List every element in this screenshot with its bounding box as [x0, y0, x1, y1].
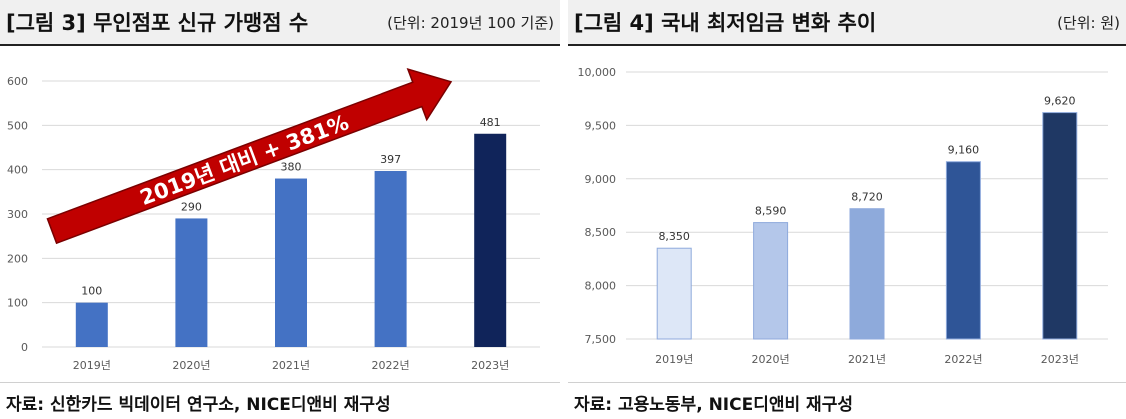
left-chart-value-label: 100 [81, 285, 102, 298]
left-chart-bar [275, 178, 307, 347]
left-chart-ytick-label: 300 [7, 208, 28, 221]
left-chart-category-label: 2023년 [471, 359, 509, 372]
right-chart-value-label: 9,160 [948, 144, 980, 157]
right-chart-ytick-label: 9,000 [585, 173, 617, 186]
right-figure: [그림 4] 국내 최저임금 변화 추이 (단위: 원) 7,500 8,000 8… [568, 0, 1126, 419]
right-chart-area: 7,500 8,000 8,500 9,000 9,500 10,000 8,350 2019… [568, 46, 1126, 380]
right-chart-bar [753, 222, 789, 340]
left-figure: [그림 3] 무인점포 신규 가맹점 수 (단위: 2019년 100 기준) … [0, 0, 560, 419]
left-figure-unit: (단위: 2019년 100 기준) [387, 14, 554, 32]
right-chart-category-label: 2019년 [655, 353, 693, 366]
right-chart-category-label: 2023년 [1041, 353, 1079, 366]
left-figure-source: 자료: 신한카드 빅데이터 연구소, NICE디앤비 재구성 [6, 395, 391, 415]
left-chart-value-label: 290 [181, 200, 202, 213]
left-bar-chart: 0 100 200 300 400 500 600 100 2019년 290 2020년 380 20… [7, 67, 540, 372]
right-chart-value-label: 8,590 [755, 205, 787, 218]
right-chart-bar [849, 208, 885, 340]
right-chart-category-label: 2021년 [848, 353, 886, 366]
growth-arrow-shape [46, 67, 453, 245]
right-chart-ytick-label: 8,000 [585, 280, 617, 293]
left-chart-ytick-label: 400 [7, 164, 28, 177]
left-chart-category-label: 2021년 [272, 359, 310, 372]
right-chart-ytick-label: 9,500 [585, 119, 617, 132]
right-figure-source: 자료: 고용노동부, NICE디앤비 재구성 [574, 395, 853, 415]
right-chart-bar [656, 247, 692, 340]
left-figure-header: [그림 3] 무인점포 신규 가맹점 수 (단위: 2019년 100 기준) [0, 0, 560, 46]
left-chart-value-label: 397 [380, 153, 401, 166]
right-chart-ytick-label: 8,500 [585, 226, 617, 239]
left-chart-category-label: 2022년 [372, 359, 410, 372]
left-chart-bar [374, 170, 407, 347]
right-chart-category-label: 2020년 [752, 353, 790, 366]
left-chart-bar [175, 218, 208, 347]
left-divider [0, 382, 560, 383]
left-chart-category-label: 2020년 [172, 359, 210, 372]
left-figure-title: [그림 3] 무인점포 신규 가맹점 수 [6, 11, 309, 35]
left-chart-category-label: 2019년 [73, 359, 111, 372]
left-chart-bar [75, 302, 108, 347]
right-divider [568, 382, 1126, 383]
left-chart-ytick-label: 600 [7, 75, 28, 88]
right-chart-value-label: 8,720 [851, 191, 883, 204]
right-chart-value-label: 9,620 [1044, 95, 1076, 108]
left-chart-ytick-label: 500 [7, 119, 28, 132]
left-chart-ytick-label: 0 [21, 341, 28, 354]
right-chart-category-label: 2022년 [944, 353, 982, 366]
right-chart-ytick-label: 10,000 [578, 66, 617, 79]
left-chart-ytick-label: 200 [7, 252, 28, 265]
right-chart-bar [945, 161, 981, 340]
right-chart-value-label: 8,350 [658, 230, 690, 243]
right-figure-unit: (단위: 원) [1057, 14, 1120, 32]
right-chart-ytick-label: 7,500 [585, 333, 617, 346]
right-bar-chart: 7,500 8,000 8,500 9,000 9,500 10,000 8,350 2019… [578, 66, 1108, 366]
right-figure-header: [그림 4] 국내 최저임금 변화 추이 (단위: 원) [568, 0, 1126, 46]
left-chart-area: 0 100 200 300 400 500 600 100 2019년 290 2020년 380 20… [0, 46, 560, 380]
left-chart-ytick-label: 100 [7, 297, 28, 310]
left-chart-value-label: 481 [480, 116, 501, 129]
right-chart-bar [1042, 112, 1078, 340]
right-figure-title: [그림 4] 국내 최저임금 변화 추이 [574, 11, 877, 35]
left-chart-value-label: 380 [281, 161, 302, 174]
left-chart-bar [474, 133, 507, 347]
